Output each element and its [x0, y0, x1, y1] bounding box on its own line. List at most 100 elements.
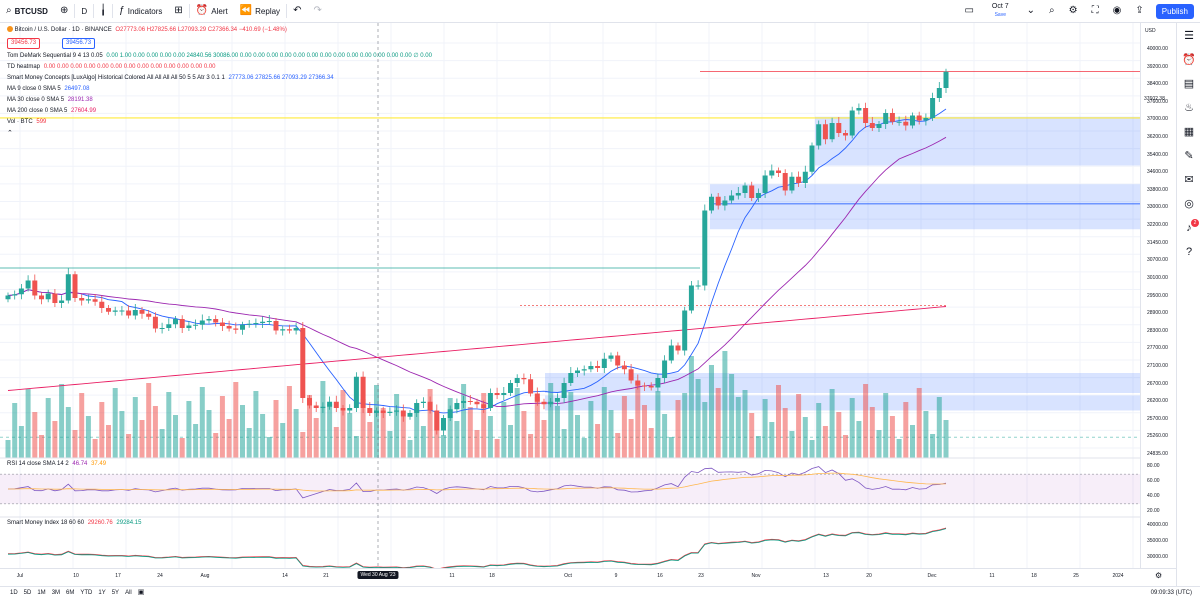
notifications-button[interactable]: ♪: [1182, 221, 1196, 235]
candle-body: [420, 401, 426, 403]
volume-bar: [447, 398, 453, 458]
symbol-search[interactable]: ⌕ BTCUSD: [0, 0, 54, 23]
data-window-button[interactable]: ▤: [1182, 77, 1196, 91]
indicator-legend-td[interactable]: Tom DeMark Sequential 9 4 13 0.05 0.00 1…: [7, 52, 432, 61]
range-1y[interactable]: 1Y: [98, 590, 106, 596]
smi-legend[interactable]: Smart Money Index 18 60 60 29260.76 2928…: [7, 519, 141, 528]
volume-bar: [776, 385, 781, 458]
candle-body: [889, 113, 895, 122]
price-tick-label: 26200.00: [1147, 398, 1168, 405]
range-5d[interactable]: 5D: [23, 590, 32, 596]
volume-bar: [32, 412, 38, 458]
range-6m[interactable]: 6M: [66, 590, 75, 596]
time-tick-label: 9: [614, 573, 618, 579]
range-1m[interactable]: 1M: [37, 590, 46, 596]
streams-button[interactable]: ◎: [1182, 197, 1196, 211]
redo-button[interactable]: ↷: [307, 0, 327, 23]
volume-bar: [588, 401, 594, 458]
indicator-legend-volume[interactable]: Vol · BTC 599: [7, 118, 46, 127]
candle-body: [849, 110, 855, 136]
bar-style-button[interactable]: ╽: [94, 0, 112, 23]
candle-body: [836, 123, 842, 133]
axis-settings-button[interactable]: ⚙: [1155, 571, 1162, 580]
price-tick-label: 30700.00: [1147, 257, 1168, 264]
utc-clock[interactable]: 09:09:33 (UTC): [1150, 590, 1192, 596]
publish-button[interactable]: Publish: [1155, 3, 1194, 19]
volume-bar: [340, 390, 346, 458]
indicator-legend-ma30[interactable]: MA 30 close 0 SMA 5 28191.38: [7, 96, 93, 105]
candle-body: [246, 323, 252, 325]
alert-button[interactable]: ⏰ Alert: [190, 0, 234, 23]
volume-bar: [25, 389, 31, 458]
chart-canvas[interactable]: [0, 23, 1140, 568]
price-tick-label: 40000.00: [1147, 46, 1168, 52]
volume-bar: [782, 408, 788, 458]
templates-button[interactable]: ⊞: [168, 0, 188, 23]
replay-button[interactable]: ⏪ Replay: [234, 0, 286, 23]
indicator-name: MA 200 close 0 SMA 5: [7, 108, 68, 114]
collapse-legend-button[interactable]: ⌃: [7, 129, 13, 139]
indicator-legend-smc[interactable]: Smart Money Concepts [LuxAlgo] Historica…: [7, 74, 334, 83]
volume-bar: [387, 431, 393, 458]
candle-body: [72, 274, 78, 298]
indicator-legend-ma9[interactable]: MA 9 close 0 SMA 5 26497.08: [7, 85, 89, 94]
price-tick-label: 27700.00: [1147, 345, 1168, 352]
layout-menu-button[interactable]: ⌄: [1021, 0, 1041, 23]
settings-button[interactable]: ⚙: [1063, 0, 1084, 23]
help-icon: ?: [1185, 246, 1193, 258]
chats-button[interactable]: ✉: [1182, 173, 1196, 187]
indicator-values: 0.00 1.00 0.00 0.00 0.00 0.00 24840.56 3…: [106, 53, 432, 59]
hotlists-button[interactable]: ♨: [1182, 101, 1196, 115]
indicators-button[interactable]: ƒ Indicators: [113, 0, 168, 23]
range-3m[interactable]: 3M: [51, 590, 61, 596]
price-axis[interactable]: USD 40000.00 39200.00 38400.00 37600.00 3700…: [1140, 23, 1182, 568]
alerts-panel-button[interactable]: ⏰: [1182, 53, 1196, 67]
volume-bar: [729, 374, 735, 458]
volume-bar: [79, 393, 85, 458]
smi-signal-value: 29284.15: [116, 520, 142, 526]
buy-price-box[interactable]: 39456.73: [62, 38, 96, 49]
candle-body: [186, 325, 192, 328]
volume-bar: [889, 416, 895, 458]
undo-button[interactable]: ↶: [287, 0, 307, 23]
snapshot-button[interactable]: ◉: [1107, 0, 1128, 23]
candle-body: [112, 310, 118, 312]
date-range-icon[interactable]: ▣: [137, 589, 145, 596]
candle-body: [729, 195, 735, 201]
fullscreen-button[interactable]: ⛶: [1086, 0, 1105, 23]
range-1d[interactable]: 1D: [10, 590, 18, 596]
sell-price-box[interactable]: 39456.73: [7, 38, 41, 49]
volume-bar: [52, 421, 58, 458]
layout-save[interactable]: Oct 7 Save: [982, 3, 1019, 19]
interval-label: D: [81, 6, 88, 16]
price-tick-label: 39200.00: [1147, 63, 1168, 70]
indicator-legend-td-heatmap[interactable]: TD heatmap 0.00 0.00 0.00 0.00 0.00 0.00…: [7, 63, 216, 72]
layout-button[interactable]: ▭: [958, 0, 979, 23]
indicator-legend-ma200[interactable]: MA 200 close 0 SMA 5 27604.99: [7, 107, 96, 116]
quick-search-button[interactable]: ⌕: [1043, 0, 1061, 23]
smi-value: 29260.76: [87, 520, 113, 526]
volume-bar: [481, 393, 487, 458]
volume-bar: [106, 425, 111, 458]
candlestick-series: [5, 68, 949, 436]
volume-bar: [802, 417, 808, 458]
volume-bar: [528, 434, 534, 458]
rsi-legend[interactable]: RSI 14 close SMA 14 2 46.74 37.49: [7, 460, 106, 469]
calendar-button[interactable]: ▦: [1182, 125, 1196, 139]
volume-bar: [883, 393, 889, 458]
candle-body: [876, 124, 882, 128]
watchlist-button[interactable]: ☰: [1182, 29, 1196, 43]
compare-button[interactable]: ⊕: [54, 0, 74, 23]
time-axis[interactable]: Jul 10 17 24 Aug 14 21 11 18 Oct 9 16 23 Nov 13 20 Dec 11…: [0, 568, 1176, 586]
range-5y[interactable]: 5Y: [111, 590, 120, 596]
volume-bar: [615, 433, 621, 458]
share-button[interactable]: ⇪: [1129, 0, 1149, 23]
volume-bar: [534, 397, 540, 458]
help-button[interactable]: ?: [1182, 245, 1196, 259]
volume-bar: [923, 411, 929, 458]
ideas-button[interactable]: ✎: [1182, 149, 1196, 163]
range-ytd[interactable]: YTD: [80, 590, 93, 596]
interval-button[interactable]: D: [75, 0, 93, 23]
range-all[interactable]: All: [125, 590, 132, 596]
candle-body: [441, 418, 446, 431]
